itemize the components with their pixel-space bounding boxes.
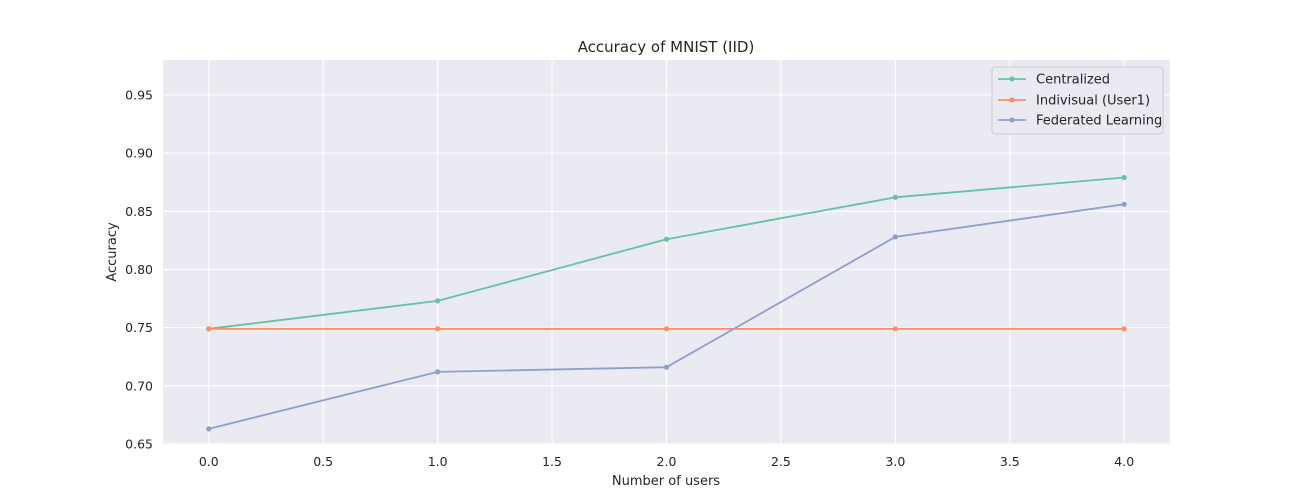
x-axis-ticks: 0.0 0.5 1.0 1.5 2.0 2.5 3.0 3.5 4.0: [199, 454, 1134, 469]
y-axis-label: Accuracy: [105, 222, 120, 282]
series-federated: [206, 201, 1127, 432]
data-point-federated: [1121, 201, 1127, 207]
y-tick-label: 0.95: [125, 87, 153, 102]
y-tick-label: 0.85: [125, 204, 153, 219]
data-point-individual: [435, 326, 441, 332]
x-tick-label: 0.5: [313, 454, 333, 469]
data-point-individual: [892, 326, 898, 332]
data-point-centralized: [1121, 174, 1127, 181]
x-axis-label: Number of users: [612, 474, 720, 489]
legend-marker-centralized: [1009, 76, 1015, 82]
x-tick-label: 1.0: [428, 454, 448, 469]
y-tick-label: 0.90: [125, 146, 153, 161]
series-lines: [206, 174, 1127, 432]
x-tick-label: 2.5: [771, 454, 791, 469]
x-tick-label: 4.0: [1114, 454, 1134, 469]
data-point-federated: [663, 364, 670, 370]
x-tick-label: 3.0: [885, 454, 905, 469]
y-axis-ticks: 0.65 0.70 0.75 0.80 0.85 0.90 0.95: [125, 87, 153, 451]
legend-label-federated: Federated Learning: [1036, 114, 1162, 129]
data-point-centralized: [663, 236, 670, 242]
y-tick-label: 0.75: [125, 320, 153, 335]
x-tick-label: 1.5: [542, 454, 562, 469]
legend-marker-individual: [1009, 97, 1015, 103]
legend-marker-federated: [1009, 117, 1015, 123]
x-tick-label: 3.5: [1000, 454, 1020, 469]
y-tick-label: 0.65: [125, 437, 153, 452]
chart-title: Accuracy of MNIST (IID): [578, 38, 755, 56]
data-point-federated: [892, 234, 898, 240]
data-point-individual: [663, 326, 670, 332]
y-tick-label: 0.80: [125, 262, 153, 277]
legend-box: [991, 66, 1164, 135]
data-point-individual: [1121, 326, 1127, 332]
legend-label-individual: Indivisual (User1): [1036, 94, 1150, 109]
x-tick-label: 2.0: [657, 454, 677, 469]
data-point-federated: [206, 426, 212, 432]
legend-entry-centralized: Centralized: [998, 73, 1110, 88]
data-point-centralized: [892, 194, 898, 200]
data-point-federated: [435, 369, 441, 375]
series-individual: [206, 326, 1127, 332]
legend: Centralized Indivisual (User1) Federated…: [991, 66, 1164, 135]
legend-label-centralized: Centralized: [1036, 73, 1110, 88]
legend-entry-individual: Indivisual (User1): [998, 94, 1150, 109]
data-point-centralized: [435, 298, 441, 304]
legend-entry-federated: Federated Learning: [998, 114, 1162, 129]
y-tick-label: 0.70: [125, 378, 153, 393]
data-point-individual: [206, 326, 212, 332]
x-tick-label: 0.0: [199, 454, 219, 469]
